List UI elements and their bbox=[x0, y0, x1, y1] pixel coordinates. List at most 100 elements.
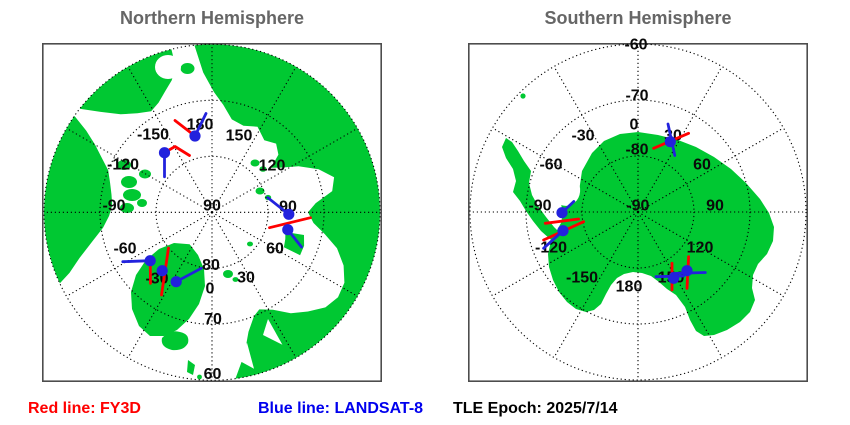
satellite-position-dot bbox=[557, 225, 569, 237]
grid-label: -150 bbox=[137, 127, 169, 144]
satellite-position-dot bbox=[144, 255, 156, 267]
fy3d-track-line bbox=[268, 216, 312, 230]
island-canadian-arctic-2 bbox=[123, 189, 141, 201]
meridian-line bbox=[637, 127, 784, 213]
map-frame-north bbox=[42, 43, 382, 382]
grid-label: -120 bbox=[107, 157, 139, 174]
meridian-line bbox=[66, 127, 213, 213]
white-sea-inlet bbox=[263, 319, 283, 345]
island-south-orkney bbox=[486, 92, 491, 98]
satellite-position-dot bbox=[189, 130, 201, 142]
fy3d-track-line bbox=[543, 217, 580, 225]
southern-hemisphere-map: -60-70-80-900306090120150180-150-120-90-… bbox=[468, 37, 808, 382]
northern-hemisphere-panel: 90 80 70 60 180 150 120 90 60 30 0 -30 -60 -90 -120 -15… bbox=[42, 43, 382, 383]
grid-label: 60 bbox=[693, 157, 711, 174]
island-south-orkney-2 bbox=[520, 93, 526, 99]
grid-label: -70 bbox=[625, 88, 648, 105]
grid-label: 60 bbox=[266, 241, 284, 258]
grid-label: -60 bbox=[113, 241, 136, 258]
grid-label: 60 bbox=[204, 366, 222, 383]
southern-hemisphere-title: Southern Hemisphere bbox=[544, 8, 732, 28]
island-canadian-arctic-3 bbox=[117, 160, 131, 170]
meridian-line bbox=[637, 211, 784, 297]
island-svalbard-2 bbox=[232, 277, 239, 282]
northern-hemisphere-title: Northern Hemisphere bbox=[119, 8, 305, 28]
island-franz-josef bbox=[247, 241, 253, 247]
meridian-line bbox=[637, 211, 723, 358]
grid-label: -30 bbox=[571, 128, 594, 145]
weddell-sea-bite bbox=[549, 172, 581, 206]
map-frame-south bbox=[468, 43, 808, 382]
ob-gulf-inlet bbox=[310, 188, 326, 206]
grid-label: 120 bbox=[259, 158, 286, 175]
grid-label: -60 bbox=[624, 37, 647, 54]
meridian-line bbox=[127, 66, 213, 213]
landmass-britain bbox=[187, 360, 195, 375]
meridian-line bbox=[637, 66, 723, 213]
grid-label: 90 bbox=[706, 198, 724, 215]
meridian-line bbox=[553, 66, 639, 213]
southern-overlay: -60-70-80-900306090120150180-150-120-90-… bbox=[469, 37, 807, 381]
tle-epoch: TLE Epoch: 2025/7/14 bbox=[453, 400, 618, 417]
grid-label: -120 bbox=[535, 240, 567, 257]
southern-landmasses bbox=[486, 92, 774, 336]
landmass-alaska bbox=[79, 49, 176, 115]
satellite-position-dot bbox=[170, 276, 182, 288]
meridian-line bbox=[127, 212, 213, 359]
grid-label: 0 bbox=[630, 117, 639, 134]
satellite-position-dot bbox=[664, 136, 676, 148]
grid-label: -90 bbox=[528, 198, 551, 215]
latitude-ring bbox=[43, 43, 381, 381]
island-canadian-arctic-4 bbox=[120, 203, 134, 213]
island-severnaya-zemlya bbox=[255, 187, 265, 195]
grid-label: 70 bbox=[204, 311, 222, 328]
island-canadian-arctic-1 bbox=[121, 176, 137, 188]
meridian-line bbox=[492, 127, 639, 213]
meridian-line bbox=[492, 211, 639, 297]
meridian-line bbox=[553, 211, 639, 358]
island-novaya-zemlya bbox=[283, 232, 305, 256]
antarctic-peninsula bbox=[502, 138, 563, 245]
satellite-position-dot bbox=[681, 265, 693, 277]
legend-landsat8: Blue line: LANDSAT-8 bbox=[258, 400, 424, 417]
grid-label: 80 bbox=[202, 257, 220, 274]
island-svalbard bbox=[223, 270, 233, 278]
satellite-position-dot bbox=[282, 224, 294, 236]
landmass-antarctica bbox=[548, 132, 774, 336]
satellite-position-dot bbox=[158, 147, 171, 159]
satellite-position-dot bbox=[556, 207, 568, 219]
grid-label: 30 bbox=[237, 270, 255, 287]
grid-label: -60 bbox=[539, 157, 562, 174]
latitude-ring bbox=[469, 43, 807, 381]
meridian-line bbox=[66, 211, 213, 297]
landmass-iceland bbox=[161, 331, 189, 351]
satellite-position-dot bbox=[156, 265, 168, 277]
northern-hemisphere-map: 908070601801501209060300-30-60-90-120-15… bbox=[42, 43, 382, 383]
grid-label: 150 bbox=[226, 128, 253, 145]
island-new-siberian bbox=[250, 159, 260, 167]
island-new-siberian-2 bbox=[259, 166, 267, 172]
grid-label: -150 bbox=[566, 270, 598, 287]
satellite-position-dot bbox=[668, 272, 680, 284]
baltic-inlet bbox=[238, 342, 254, 369]
southern-hemisphere-panel: -60-70-80-900306090120150180-150-120-90-… bbox=[468, 37, 808, 382]
grid-label: -90 bbox=[102, 198, 125, 215]
grid-label: 0 bbox=[206, 281, 215, 298]
grid-label: -90 bbox=[626, 198, 649, 215]
meridian-line bbox=[211, 66, 297, 213]
grid-label: 180 bbox=[616, 279, 643, 296]
grid-label: 90 bbox=[203, 198, 221, 215]
meridian-line bbox=[211, 212, 297, 359]
meridian-line bbox=[211, 127, 358, 213]
island-wrangel bbox=[180, 63, 195, 74]
island-ireland bbox=[197, 374, 202, 380]
island-canadian-arctic-6 bbox=[137, 199, 147, 207]
landmass-canada bbox=[44, 115, 113, 284]
landmass-eurasia bbox=[194, 44, 380, 379]
chukotka-bay bbox=[155, 55, 181, 79]
northern-overlay: 908070601801501209060300-30-60-90-120-15… bbox=[43, 43, 381, 383]
northern-landmasses bbox=[44, 44, 380, 380]
grid-label: 120 bbox=[687, 240, 714, 257]
grid-label: -80 bbox=[625, 142, 648, 159]
satellite-position-dot bbox=[283, 208, 295, 220]
